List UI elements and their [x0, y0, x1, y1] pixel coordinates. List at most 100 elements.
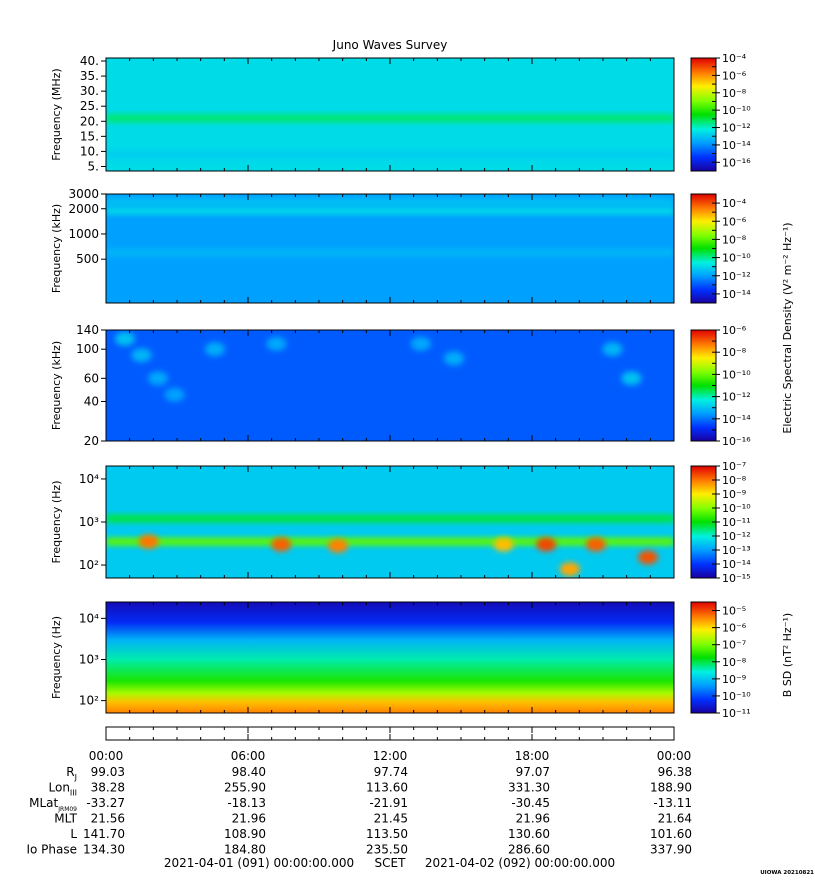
colorbar-tick-label: 10⁻¹¹ [722, 516, 751, 529]
colorbar-tick-label: 10⁻⁸ [722, 233, 747, 246]
emission-burst [114, 331, 135, 346]
ephemeris-row: L 141.70 108.90 113.50 130.60 101.60 [70, 827, 692, 841]
emission-band [106, 114, 674, 123]
colorbar-tick-label: 10⁻¹⁰ [722, 104, 751, 117]
emission-burst [559, 562, 580, 577]
panel-5: 10² 10³ 10⁴ Frequency (Hz) [50, 601, 675, 714]
footer-end-time: 2021-04-02 (092) 00:00:00.000 [425, 856, 615, 870]
ephemeris-value: 113.60 [366, 781, 408, 795]
emission-burst [164, 387, 185, 402]
ephemeris-value: 331.30 [508, 781, 550, 795]
colorbar-tick-label: 10⁻¹² [722, 122, 751, 135]
colorbar-tick-label: 10⁻⁹ [722, 673, 746, 686]
ephemeris-row: LonIII 38.28 255.90 113.60 331.30 188.90 [49, 781, 693, 798]
colorbar-tick-label: 10⁻⁷ [722, 639, 746, 652]
footer-start-time: 2021-04-01 (091) 00:00:00.000 [164, 856, 354, 870]
emission-burst [443, 351, 464, 366]
colorbar-tick-label: 10⁻⁸ [722, 346, 747, 359]
ephemeris-value: 21.96 [232, 812, 266, 826]
emission-band [106, 537, 674, 546]
colorbar-tick-label: 10⁻⁶ [722, 622, 747, 635]
y-tick-label: 10² [79, 558, 99, 572]
colorbar-tick-label: 10⁻¹⁴ [722, 558, 751, 571]
time-tick-label: 06:00 [231, 749, 266, 763]
ephemeris-value: 21.64 [658, 812, 692, 826]
ephemeris-label: MLatJRM09 [29, 796, 77, 813]
colorbar-tick-label: 10⁻¹⁶ [722, 435, 751, 448]
time-tick-label: 18:00 [515, 749, 550, 763]
ephemeris-label: RJ [66, 765, 77, 782]
colorbar-tick-label: 10⁻¹² [722, 530, 751, 543]
ephemeris-value: 96.38 [658, 765, 692, 779]
y-tick-label: 500 [76, 252, 99, 266]
ephemeris-value: 184.80 [224, 843, 266, 857]
y-tick-label: 10³ [79, 652, 99, 666]
ephemeris-value: 98.40 [232, 765, 266, 779]
colorbar: 10⁻¹⁵10⁻¹⁴10⁻¹³10⁻¹²10⁻¹¹10⁻¹⁰10⁻⁹10⁻⁸10… [690, 460, 751, 585]
emission-burst [637, 550, 658, 565]
footer-stamp: UIOWA 20210821 [760, 870, 814, 876]
ephemeris-value: -21.91 [369, 796, 408, 810]
emission-burst [327, 538, 348, 553]
ephemeris-label: MLT [54, 812, 77, 826]
y-tick-label: 10⁴ [79, 611, 99, 625]
panel-4: 10² 10³ 10⁴ Frequency (Hz) [50, 465, 675, 579]
ephemeris-value: 286.60 [508, 843, 550, 857]
colorbar-tick-label: 10⁻⁶ [722, 215, 747, 228]
y-tick-label: 40. [80, 54, 99, 68]
y-tick-label: 140 [76, 323, 99, 337]
spectrum-gradient [106, 602, 674, 713]
spectrogram-background [106, 330, 674, 441]
colorbar-tick-label: 10⁻⁸ [722, 474, 747, 487]
ephemeris-value: 97.74 [374, 765, 408, 779]
colorbar-tick-label: 10⁻⁸ [722, 656, 747, 669]
emission-burst [148, 371, 169, 386]
emission-burst [204, 342, 225, 357]
y-axis-label: Frequency (Hz) [50, 481, 63, 564]
colorbar: 10⁻¹¹ 10⁻¹⁰ 10⁻⁹ 10⁻⁸ 10⁻⁷ 10⁻⁶ 10⁻⁵ [690, 601, 751, 720]
colorbar-tick-label: 10⁻¹⁰ [722, 252, 751, 265]
ephemeris-value: 99.03 [91, 765, 125, 779]
colorbar-tick-label: 10⁻⁷ [722, 460, 746, 473]
figure-title: Juno Waves Survey [332, 38, 448, 52]
colorbar-tick-label: 10⁻¹⁵ [722, 572, 751, 585]
panel-3: 20 40 60 100 140 Frequency (kHz) [50, 323, 675, 448]
colorbar-tick-label: 10⁻¹⁰ [722, 502, 751, 515]
colorbar-tick-label: 10⁻⁴ [722, 52, 747, 65]
ephemeris-value: 188.90 [650, 781, 692, 795]
emission-burst [410, 336, 431, 351]
colorbar-tick-label: 10⁻¹⁰ [722, 368, 751, 381]
colorbar-tick-label: 10⁻¹² [722, 270, 751, 283]
footer-scet: SCET [375, 856, 407, 870]
y-tick-label: 1000 [68, 227, 99, 241]
colorbar: 10⁻¹⁴ 10⁻¹² 10⁻¹⁰ 10⁻⁸ 10⁻⁶ 10⁻⁴ [690, 193, 751, 304]
emission-band [106, 248, 674, 257]
ephemeris-label: Io Phase [26, 843, 77, 857]
y-tick-label: 40 [84, 394, 99, 408]
emission-burst [493, 537, 514, 552]
colorbar-tick-label: 10⁻¹⁴ [722, 413, 751, 426]
y-tick-label: 3000 [68, 187, 99, 201]
ephemeris-value: 21.56 [91, 812, 125, 826]
ephemeris-value: 21.45 [374, 812, 408, 826]
y-axis-label: Frequency (Hz) [50, 616, 63, 699]
ephemeris-value: 21.96 [516, 812, 550, 826]
colorbar-tick-label: 10⁻⁸ [722, 87, 747, 100]
colorbar-tick-label: 10⁻¹⁴ [722, 139, 751, 152]
ephemeris-value: 101.60 [650, 827, 692, 841]
colorbar-tick-label: 10⁻⁹ [722, 488, 746, 501]
y-tick-label: 60 [84, 371, 99, 385]
y-tick-label: 5. [88, 159, 99, 173]
y-tick-label: 10⁴ [79, 472, 99, 486]
emission-burst [266, 336, 287, 351]
ephemeris-value: 130.60 [508, 827, 550, 841]
emission-band [106, 514, 674, 523]
colorbar-tick-label: 10⁻¹⁶ [722, 156, 751, 169]
emission-burst [585, 537, 606, 552]
emission-band [106, 206, 674, 215]
time-tick-label: 00:00 [657, 749, 692, 763]
y-tick-label: 2000 [68, 202, 99, 216]
ephemeris-row: Io Phase 134.30 184.80 235.50 286.60 337.90 [26, 843, 692, 857]
y-tick-label: 100 [76, 342, 99, 356]
ephemeris-row: MLT 21.56 21.96 21.45 21.96 21.64 [54, 812, 692, 826]
